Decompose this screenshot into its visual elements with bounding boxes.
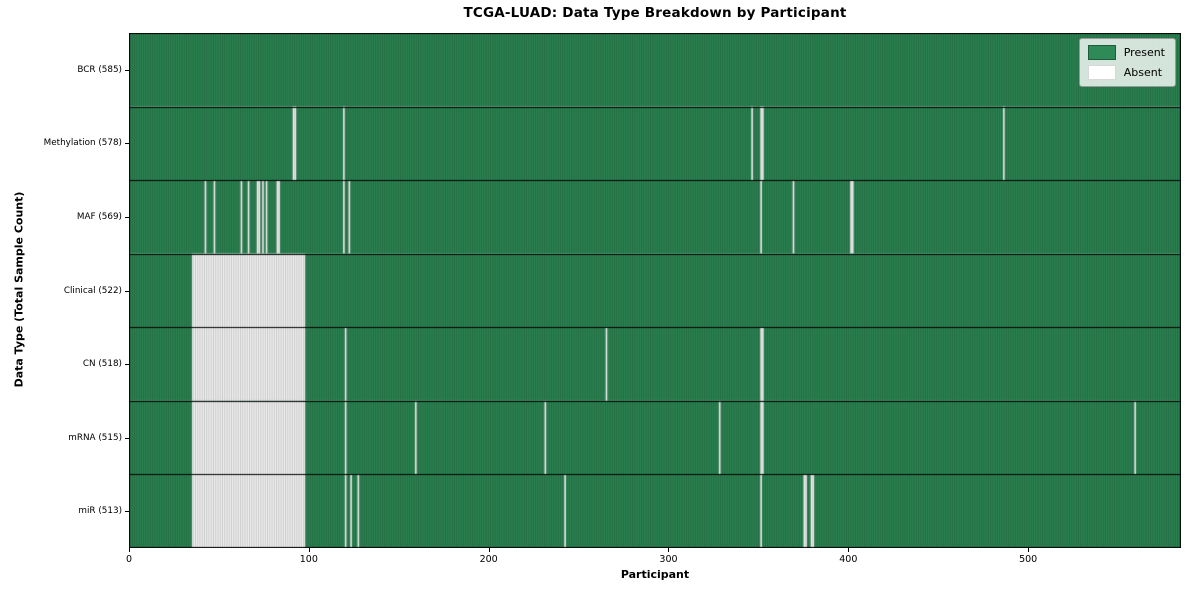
legend-label-present: Present (1123, 46, 1165, 59)
y-axis-tick-mark (125, 511, 129, 512)
x-axis-tick-mark (1028, 548, 1029, 552)
y-axis-tick-label: Methylation (578) (43, 138, 122, 149)
heatmap-canvas (129, 33, 1181, 548)
x-axis-title: Participant (620, 568, 690, 581)
x-axis-tick-mark (848, 548, 849, 552)
x-axis-tick-mark (129, 548, 130, 552)
y-axis-tick-mark (125, 438, 129, 439)
y-axis-tick-label: MAF (569) (76, 211, 122, 222)
x-axis-tick-label: 400 (839, 554, 858, 565)
y-axis-tick-mark (125, 217, 129, 218)
present-swatch-icon (1087, 45, 1116, 60)
x-axis-tick-label: 500 (1019, 554, 1038, 565)
y-axis-tick-label: miR (513) (78, 506, 122, 517)
legend-entry-absent: Absent (1087, 65, 1165, 80)
x-axis-tick-mark (668, 548, 669, 552)
x-axis-tick-label: 200 (479, 554, 498, 565)
plot-title: TCGA-LUAD: Data Type Breakdown by Partic… (463, 5, 847, 21)
legend-entry-present: Present (1087, 45, 1165, 60)
x-axis-tick-mark (489, 548, 490, 552)
x-axis-tick-label: 300 (659, 554, 678, 565)
y-axis-tick-mark (125, 70, 129, 71)
y-axis-tick-label: mRNA (515) (68, 432, 122, 443)
y-axis-tick-label: CN (518) (82, 359, 122, 370)
legend-label-absent: Absent (1123, 66, 1163, 79)
y-axis-tick-mark (125, 364, 129, 365)
x-axis-tick-label: 100 (299, 554, 318, 565)
legend: Present Absent (1078, 38, 1176, 87)
x-axis-tick-label: 0 (125, 554, 133, 565)
y-axis-tick-mark (125, 291, 129, 292)
y-axis-tick-label: Clinical (522) (63, 285, 122, 296)
x-axis-tick-mark (309, 548, 310, 552)
y-axis-tick-mark (125, 143, 129, 144)
absent-swatch-icon (1087, 65, 1116, 80)
y-axis-tick-label: BCR (585) (77, 64, 122, 75)
